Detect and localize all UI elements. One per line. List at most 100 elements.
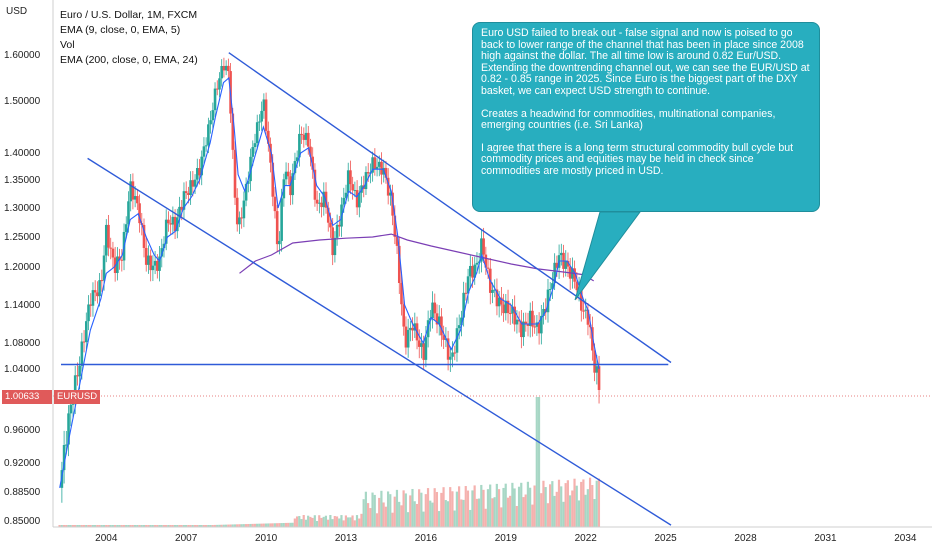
volume-bar	[588, 477, 592, 527]
candle-body	[535, 322, 539, 327]
candle-body	[293, 161, 297, 174]
candle-body	[449, 356, 452, 360]
candle-body	[258, 121, 261, 123]
volume-bar	[353, 520, 356, 527]
volume-bar	[311, 517, 314, 527]
y-tick-label: 0.96000	[4, 425, 41, 436]
candle-body	[389, 192, 392, 196]
volume-bar	[209, 525, 212, 527]
y-tick-label: 1.04000	[4, 364, 41, 375]
candle-body	[482, 238, 485, 255]
volume-bar	[453, 510, 456, 527]
candle-body	[515, 319, 519, 325]
candle-body	[200, 156, 204, 176]
candle-body	[424, 337, 428, 360]
candle-body	[500, 297, 503, 305]
candle-body	[142, 224, 146, 248]
volume-bar	[158, 525, 161, 527]
candle-body	[533, 326, 536, 328]
volume-bar	[355, 515, 359, 527]
candle-body	[78, 365, 81, 377]
volume-bar	[369, 508, 372, 527]
candle-body	[422, 343, 425, 360]
volume-bar	[125, 525, 128, 527]
candle-body	[469, 265, 472, 277]
volume-bar	[411, 488, 414, 527]
candle-body	[386, 177, 390, 196]
candle-body	[71, 403, 75, 405]
volume-bar	[593, 499, 596, 527]
volume-bar	[120, 525, 123, 527]
volume-bar	[537, 397, 541, 527]
volume-bar	[62, 525, 66, 527]
candle-body	[271, 162, 275, 197]
volume-bar	[147, 525, 150, 527]
legend-volume[interactable]: Vol	[60, 39, 75, 51]
callout-pointer	[574, 211, 641, 301]
candle-body	[540, 315, 543, 334]
volume-bar	[440, 492, 443, 527]
volume-bar	[544, 487, 547, 527]
volume-bar	[424, 494, 427, 527]
volume-bar	[562, 501, 565, 527]
volume-bar	[464, 486, 467, 527]
candle-body	[295, 157, 299, 162]
candle-body	[591, 327, 594, 351]
volume-bar	[107, 525, 110, 527]
candle-body	[69, 404, 73, 414]
volume-bar	[484, 508, 487, 527]
volume-bar	[438, 511, 441, 527]
volume-bar	[269, 523, 272, 527]
volume-bar	[402, 490, 405, 527]
volume-bar	[362, 499, 365, 527]
volume-bar	[244, 524, 248, 527]
volume-bar	[204, 525, 208, 527]
candle-body	[65, 444, 68, 446]
volume-bar	[351, 515, 354, 527]
candle-body	[333, 237, 337, 256]
y-tick-label: 1.30000	[4, 203, 41, 214]
candle-body	[506, 300, 510, 314]
candle-body	[344, 192, 348, 198]
volume-bar	[240, 524, 243, 527]
legend-ema200[interactable]: EMA (200, close, 0, EMA, 24)	[60, 54, 198, 66]
volume-bar	[393, 496, 396, 527]
volume-bar	[429, 500, 432, 527]
volume-bar	[105, 525, 108, 527]
x-tick-label: 2031	[814, 533, 837, 544]
volume-bar	[313, 515, 316, 527]
candle-body	[280, 198, 283, 241]
candle-body	[315, 199, 319, 204]
candle-body	[471, 265, 474, 278]
volume-bar	[520, 482, 523, 527]
candle-body	[275, 211, 279, 245]
volume-bar	[76, 525, 79, 527]
candle-body	[597, 366, 601, 390]
volume-bar	[324, 515, 328, 527]
candle-body	[267, 130, 270, 144]
volume-bar	[116, 525, 119, 527]
annotation-callout[interactable]: Euro USD failed to break out - false sig…	[472, 22, 820, 212]
volume-bar	[153, 525, 157, 527]
candle-body	[242, 200, 246, 219]
candle-body	[215, 88, 219, 90]
volume-bar	[482, 489, 485, 527]
candle-body	[169, 223, 172, 225]
candle-body	[89, 304, 93, 306]
volume-bar	[344, 515, 347, 527]
volume-bar	[220, 524, 223, 527]
candle-body	[442, 335, 445, 340]
volume-bar	[568, 495, 572, 527]
candle-body	[335, 224, 339, 238]
legend-ema9[interactable]: EMA (9, close, 0, EMA, 5)	[60, 24, 181, 36]
volume-bar	[320, 517, 323, 527]
volume-bar	[93, 525, 97, 527]
candle-body	[400, 283, 403, 305]
candle-body	[193, 179, 197, 187]
candle-body	[564, 260, 568, 269]
y-tick-label: 1.25000	[4, 232, 41, 243]
candle-body	[251, 147, 255, 157]
volume-bar	[577, 500, 581, 527]
candle-body	[526, 324, 530, 326]
